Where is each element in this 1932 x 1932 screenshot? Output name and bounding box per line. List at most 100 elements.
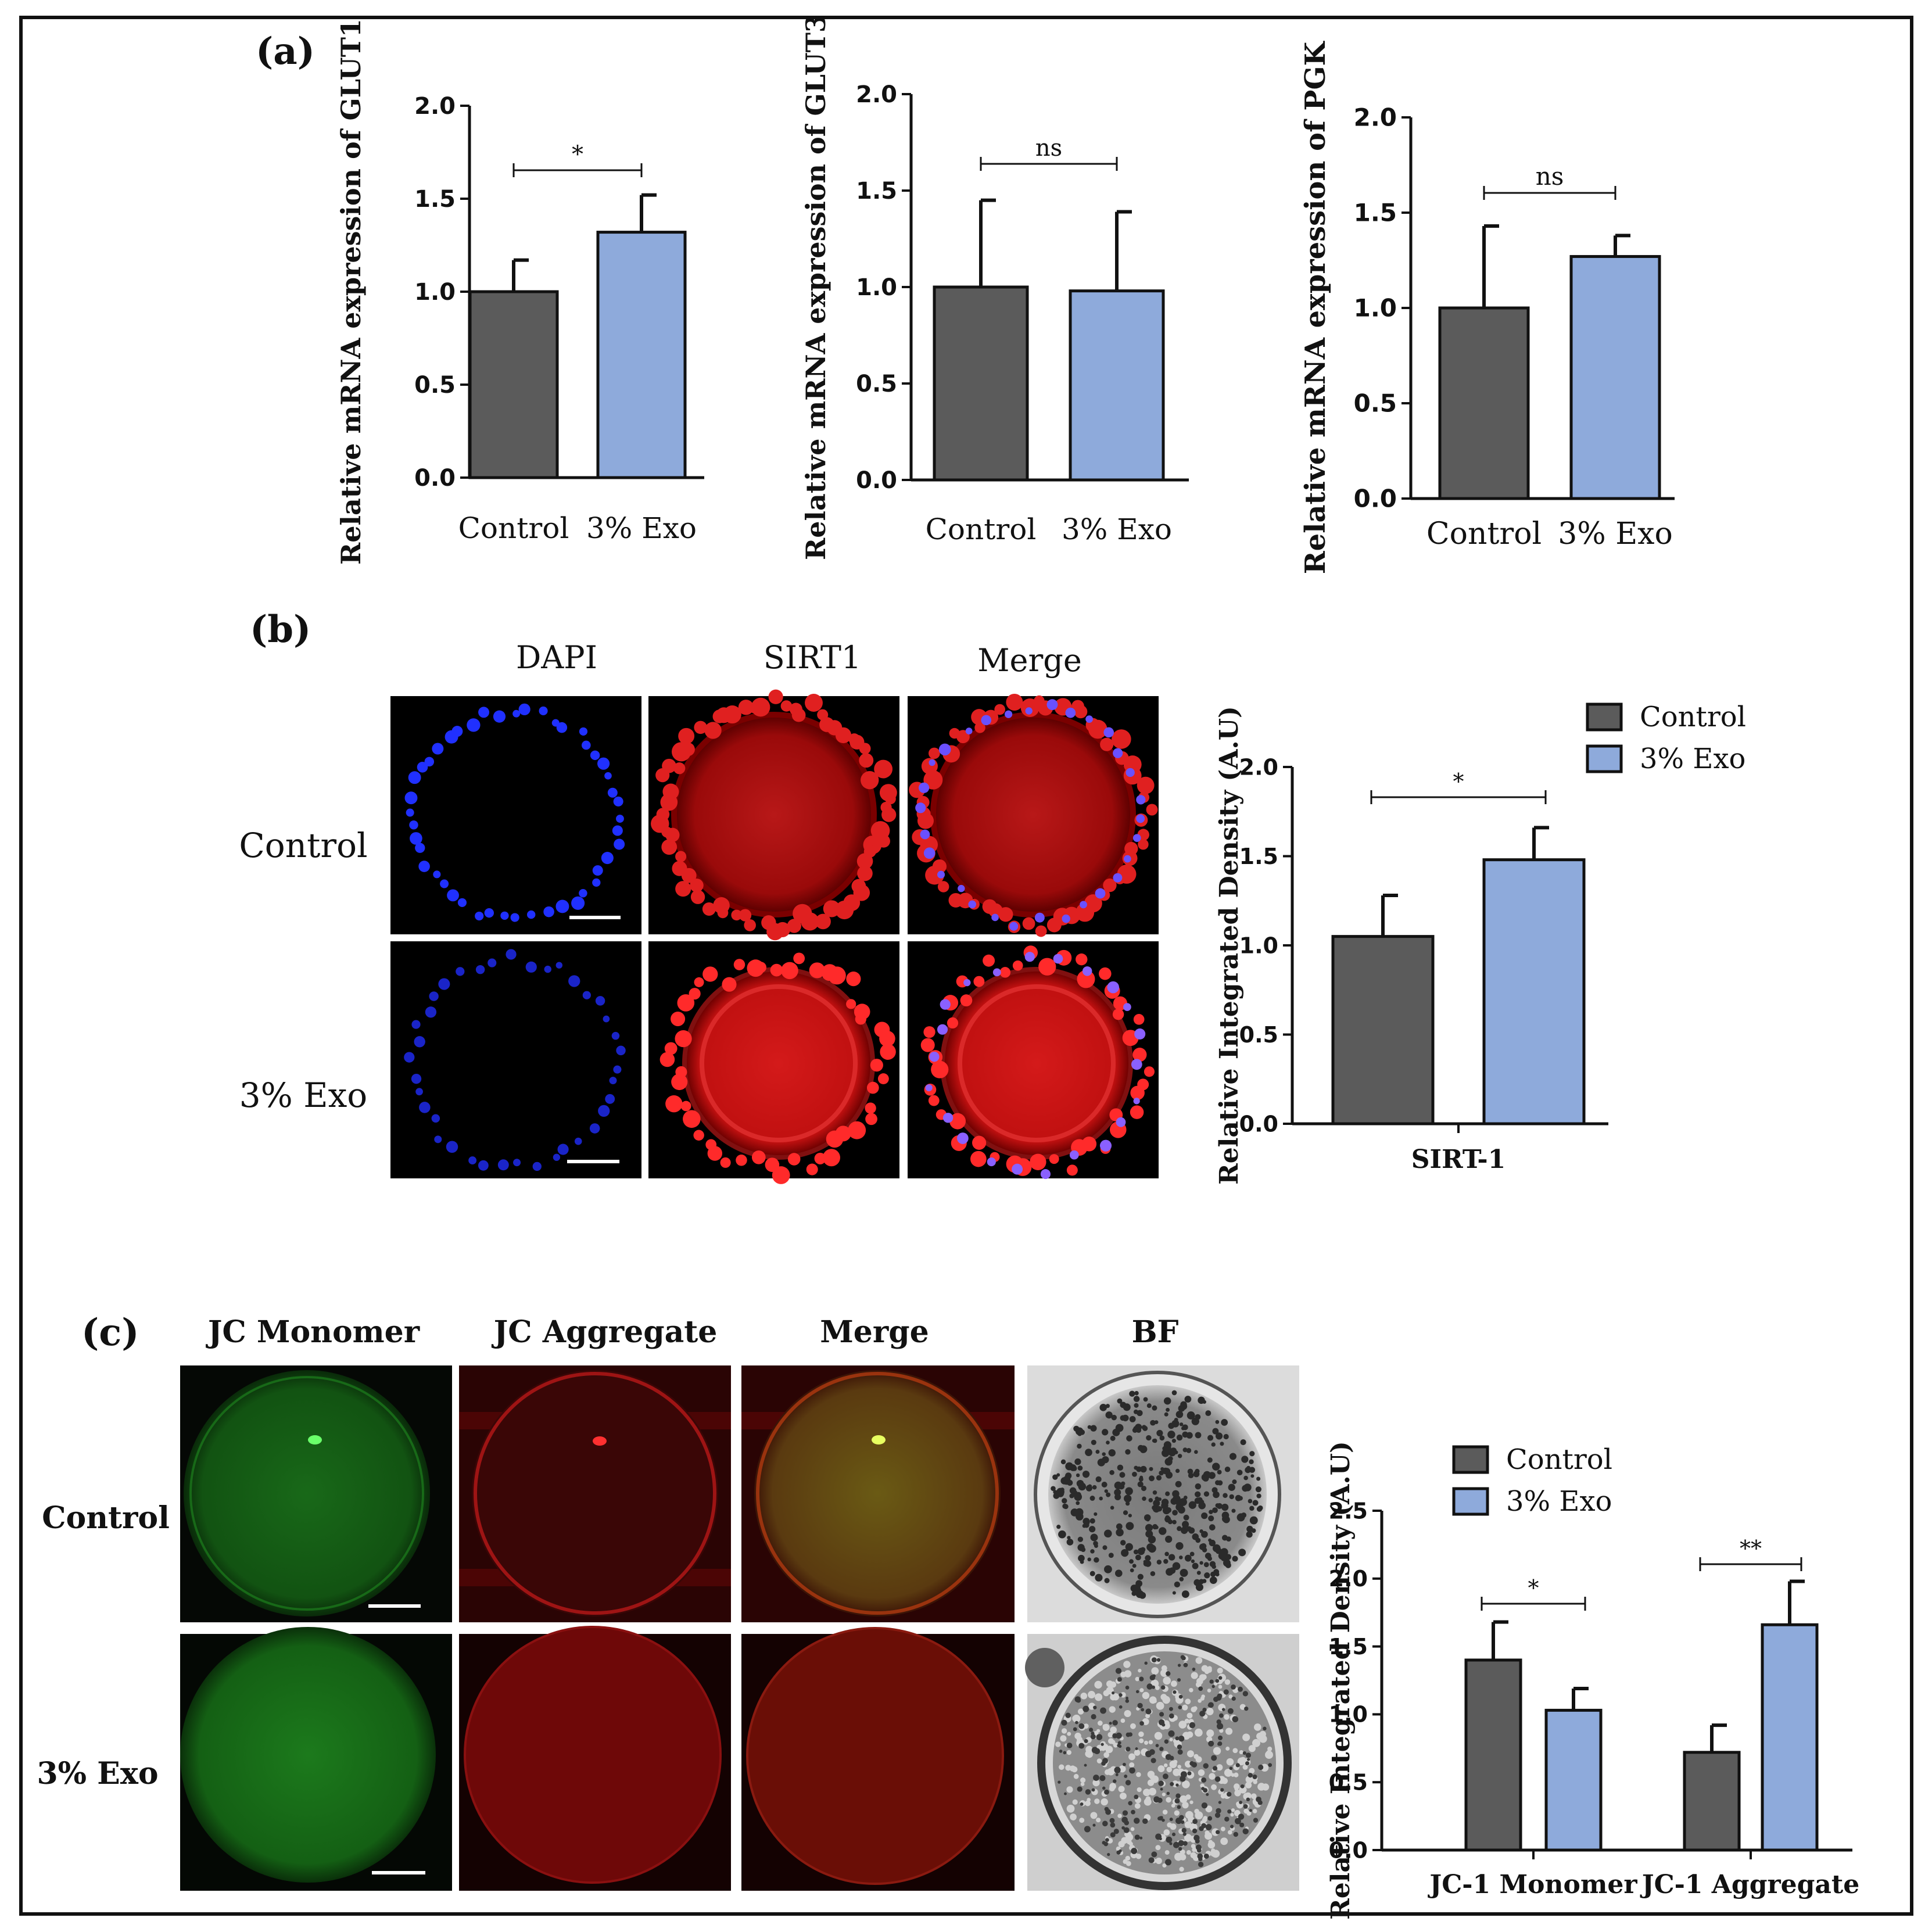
granule (1216, 1808, 1221, 1814)
granule (1239, 1801, 1243, 1804)
cell-dot (1146, 804, 1158, 816)
granule (1110, 1766, 1115, 1772)
cell-dot (856, 853, 873, 869)
cell-dot (861, 771, 879, 790)
legend-label: 3% Exo (1640, 743, 1745, 775)
granule (1141, 1708, 1145, 1712)
granule (1156, 1429, 1163, 1436)
cell-dot (662, 758, 676, 773)
granule (1065, 1765, 1071, 1771)
granule (1195, 1756, 1202, 1763)
granule (1096, 1758, 1102, 1763)
granule (1228, 1694, 1233, 1699)
granule (1094, 1680, 1102, 1689)
granule (1235, 1763, 1240, 1768)
granule (1090, 1812, 1098, 1819)
granule (1220, 1788, 1224, 1792)
cell-dot (664, 1042, 678, 1055)
granule (1171, 1680, 1177, 1687)
granule (1230, 1825, 1234, 1829)
significance-label: ** (1740, 1536, 1762, 1561)
granule (1156, 1701, 1164, 1710)
granule (1077, 1786, 1083, 1792)
y-axis-label: Relative mRNA expression of PGK (1299, 40, 1332, 574)
cell-dot (733, 959, 745, 970)
granule (1163, 1397, 1171, 1405)
cell-dot (543, 906, 554, 917)
granule (1150, 1775, 1159, 1783)
granule (1215, 1432, 1223, 1440)
cell-dot (681, 743, 695, 757)
cell-dot (446, 1141, 458, 1153)
granule (1110, 1681, 1117, 1688)
granule (1181, 1797, 1185, 1801)
cell-dot (409, 820, 418, 830)
jc-merge-control-oocyte (754, 1370, 1001, 1616)
granule (1215, 1420, 1220, 1424)
granule (1165, 1754, 1172, 1761)
granule (1203, 1708, 1207, 1712)
category-label: 3% Exo (1062, 512, 1172, 546)
granule (1211, 1442, 1216, 1447)
significance-label: * (1528, 1575, 1539, 1601)
cell-dot (680, 1101, 691, 1112)
granule (1152, 1405, 1157, 1411)
significance-label: * (572, 141, 583, 168)
granule (1095, 1573, 1103, 1582)
cell-dot (656, 808, 670, 821)
granule (1121, 1826, 1125, 1830)
granule (1107, 1853, 1110, 1856)
granule (1102, 1786, 1106, 1790)
panel-c-col-bf: BF (1132, 1314, 1179, 1350)
cell-dot (781, 962, 798, 980)
granule (1120, 1401, 1127, 1408)
granule (1134, 1834, 1140, 1840)
cell-dot (675, 881, 691, 897)
granule (1250, 1793, 1257, 1800)
granule (1164, 1516, 1171, 1523)
granule (1240, 1784, 1245, 1788)
cell-dot (1040, 1169, 1051, 1180)
granule (1152, 1439, 1156, 1443)
granule (1129, 1559, 1134, 1564)
granule (1125, 1855, 1131, 1861)
granule (1152, 1505, 1157, 1511)
cell-dot (434, 1135, 442, 1144)
granule (1089, 1526, 1096, 1533)
granule (1165, 1535, 1173, 1543)
granule (1166, 1407, 1170, 1412)
granule (1104, 1578, 1110, 1583)
cell-dot (814, 1152, 826, 1164)
cell-dot (957, 1132, 969, 1144)
y-axis-label: Relative mRNA expression of GLUT3 (800, 14, 831, 560)
granule (1120, 1415, 1126, 1421)
cell-dot (1046, 699, 1058, 711)
cell-dot (929, 1052, 940, 1062)
granule (1096, 1818, 1101, 1823)
cell-dot (408, 771, 421, 784)
granule (1117, 1464, 1124, 1471)
cell-dot (1004, 710, 1013, 718)
cell-dot (512, 709, 521, 718)
granule (1112, 1733, 1117, 1739)
cell-dot (1133, 1098, 1140, 1105)
granule (1119, 1693, 1123, 1697)
granule (1079, 1818, 1085, 1823)
granule (1189, 1761, 1195, 1766)
granule (1232, 1716, 1239, 1723)
cell-dot (866, 1081, 879, 1094)
granule (1128, 1514, 1132, 1518)
granule (1051, 1486, 1056, 1492)
granule (1123, 1661, 1131, 1668)
granule (1191, 1559, 1195, 1564)
granule (1231, 1696, 1236, 1701)
granule (1249, 1467, 1256, 1473)
granule (1124, 1670, 1132, 1677)
cell-dot (571, 896, 585, 910)
cell-dot (1038, 958, 1056, 976)
merge-control-cells (909, 693, 1158, 937)
granule (1201, 1530, 1208, 1538)
granule (1080, 1777, 1086, 1783)
granule (1101, 1798, 1108, 1806)
